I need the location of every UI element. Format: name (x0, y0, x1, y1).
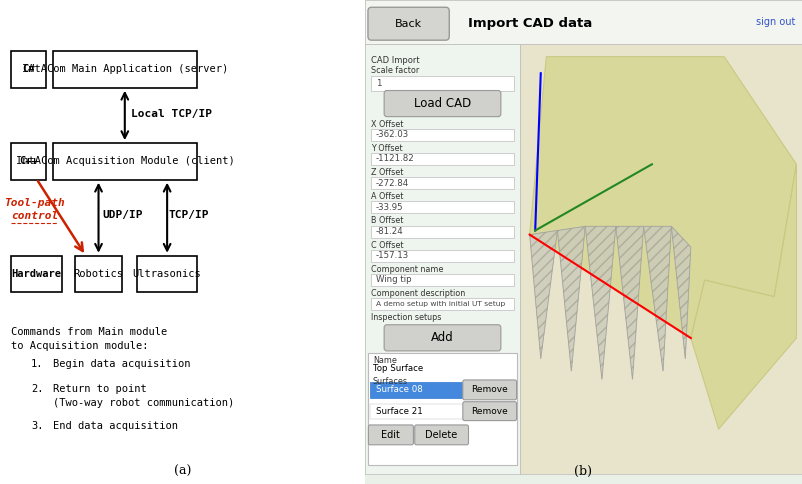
Text: TCP/IP: TCP/IP (169, 210, 209, 220)
Text: Commands from Main module
to Acquisition module:: Commands from Main module to Acquisition… (11, 327, 167, 351)
Text: C++: C++ (19, 156, 38, 166)
FancyBboxPatch shape (371, 76, 513, 91)
Text: 1: 1 (376, 79, 381, 88)
FancyBboxPatch shape (371, 177, 513, 189)
Text: IntACom Acquisition Module (client): IntACom Acquisition Module (client) (15, 156, 234, 166)
FancyBboxPatch shape (365, 0, 802, 44)
Text: Edit: Edit (381, 430, 400, 440)
Text: 2.: 2. (31, 384, 43, 394)
Text: Delete: Delete (425, 430, 457, 440)
FancyBboxPatch shape (520, 44, 802, 474)
Text: Remove: Remove (471, 407, 508, 416)
Text: Ultrasonics: Ultrasonics (132, 269, 201, 279)
Text: sign out: sign out (756, 17, 796, 27)
Text: Z Offset: Z Offset (371, 168, 404, 177)
FancyBboxPatch shape (371, 274, 513, 286)
FancyBboxPatch shape (371, 129, 513, 141)
Text: Robotics: Robotics (74, 269, 124, 279)
Polygon shape (585, 227, 616, 379)
Text: A Offset: A Offset (371, 192, 404, 201)
Text: Load CAD: Load CAD (414, 97, 471, 110)
Text: 1.: 1. (31, 359, 43, 369)
FancyBboxPatch shape (53, 51, 197, 88)
Text: Tool-path
control: Tool-path control (4, 198, 65, 221)
FancyBboxPatch shape (11, 51, 46, 88)
Text: Add: Add (431, 332, 454, 344)
Text: Surface 08: Surface 08 (376, 385, 423, 394)
Text: End data acquisition: End data acquisition (53, 421, 178, 431)
Text: (b): (b) (574, 465, 593, 478)
Polygon shape (529, 57, 796, 338)
Polygon shape (671, 227, 691, 359)
FancyBboxPatch shape (371, 226, 513, 238)
Text: -157.13: -157.13 (376, 251, 409, 260)
Text: Scale factor: Scale factor (371, 66, 419, 76)
Text: C#: C# (22, 64, 34, 75)
Polygon shape (529, 230, 557, 359)
Text: Name: Name (373, 356, 397, 365)
FancyBboxPatch shape (463, 380, 516, 400)
FancyBboxPatch shape (368, 425, 413, 445)
Text: -362.03: -362.03 (376, 130, 409, 139)
FancyBboxPatch shape (384, 91, 500, 117)
FancyBboxPatch shape (365, 0, 802, 484)
Text: Remove: Remove (471, 385, 508, 394)
FancyBboxPatch shape (371, 382, 464, 398)
Text: Top Surface: Top Surface (373, 364, 423, 373)
Polygon shape (616, 227, 643, 379)
Polygon shape (643, 227, 671, 371)
Text: Wing tip: Wing tip (376, 275, 411, 285)
Text: C Offset: C Offset (371, 241, 404, 250)
FancyBboxPatch shape (371, 153, 513, 165)
Polygon shape (557, 227, 585, 371)
Text: Y Offset: Y Offset (371, 144, 403, 153)
FancyBboxPatch shape (365, 44, 520, 474)
Text: Surfaces: Surfaces (373, 377, 407, 386)
FancyBboxPatch shape (415, 425, 468, 445)
Text: -81.24: -81.24 (376, 227, 403, 236)
Text: -272.84: -272.84 (376, 179, 409, 188)
FancyBboxPatch shape (384, 325, 500, 351)
Text: Local TCP/IP: Local TCP/IP (132, 109, 213, 119)
Text: -33.95: -33.95 (376, 203, 403, 212)
FancyBboxPatch shape (371, 404, 464, 419)
Text: 3.: 3. (31, 421, 43, 431)
Text: UDP/IP: UDP/IP (102, 210, 143, 220)
FancyBboxPatch shape (53, 143, 197, 180)
FancyBboxPatch shape (75, 256, 122, 292)
Text: Hardware: Hardware (11, 269, 62, 279)
Text: Inspection setups: Inspection setups (371, 313, 442, 322)
FancyBboxPatch shape (11, 143, 46, 180)
Text: Import CAD data: Import CAD data (468, 17, 592, 30)
Polygon shape (691, 164, 796, 429)
FancyBboxPatch shape (11, 256, 62, 292)
Text: (a): (a) (174, 465, 191, 478)
FancyBboxPatch shape (137, 256, 197, 292)
FancyBboxPatch shape (371, 201, 513, 213)
FancyBboxPatch shape (371, 298, 513, 310)
Text: Component name: Component name (371, 265, 444, 274)
Text: X Offset: X Offset (371, 120, 404, 129)
FancyBboxPatch shape (368, 7, 449, 40)
FancyBboxPatch shape (368, 353, 516, 465)
FancyBboxPatch shape (463, 402, 516, 421)
FancyBboxPatch shape (371, 250, 513, 262)
Text: A demo setup with initial UT setup: A demo setup with initial UT setup (376, 301, 505, 307)
Text: Back: Back (395, 19, 422, 29)
Text: Component description: Component description (371, 289, 466, 298)
Text: Surface 21: Surface 21 (376, 407, 423, 416)
Text: B Offset: B Offset (371, 216, 404, 226)
Text: Begin data acquisition: Begin data acquisition (53, 359, 190, 369)
Text: CAD Import: CAD Import (371, 56, 420, 65)
Text: -1121.82: -1121.82 (376, 154, 415, 164)
Text: Return to point
(Two-way robot communication): Return to point (Two-way robot communica… (53, 384, 234, 408)
Text: IntACom Main Application (server): IntACom Main Application (server) (22, 64, 228, 75)
